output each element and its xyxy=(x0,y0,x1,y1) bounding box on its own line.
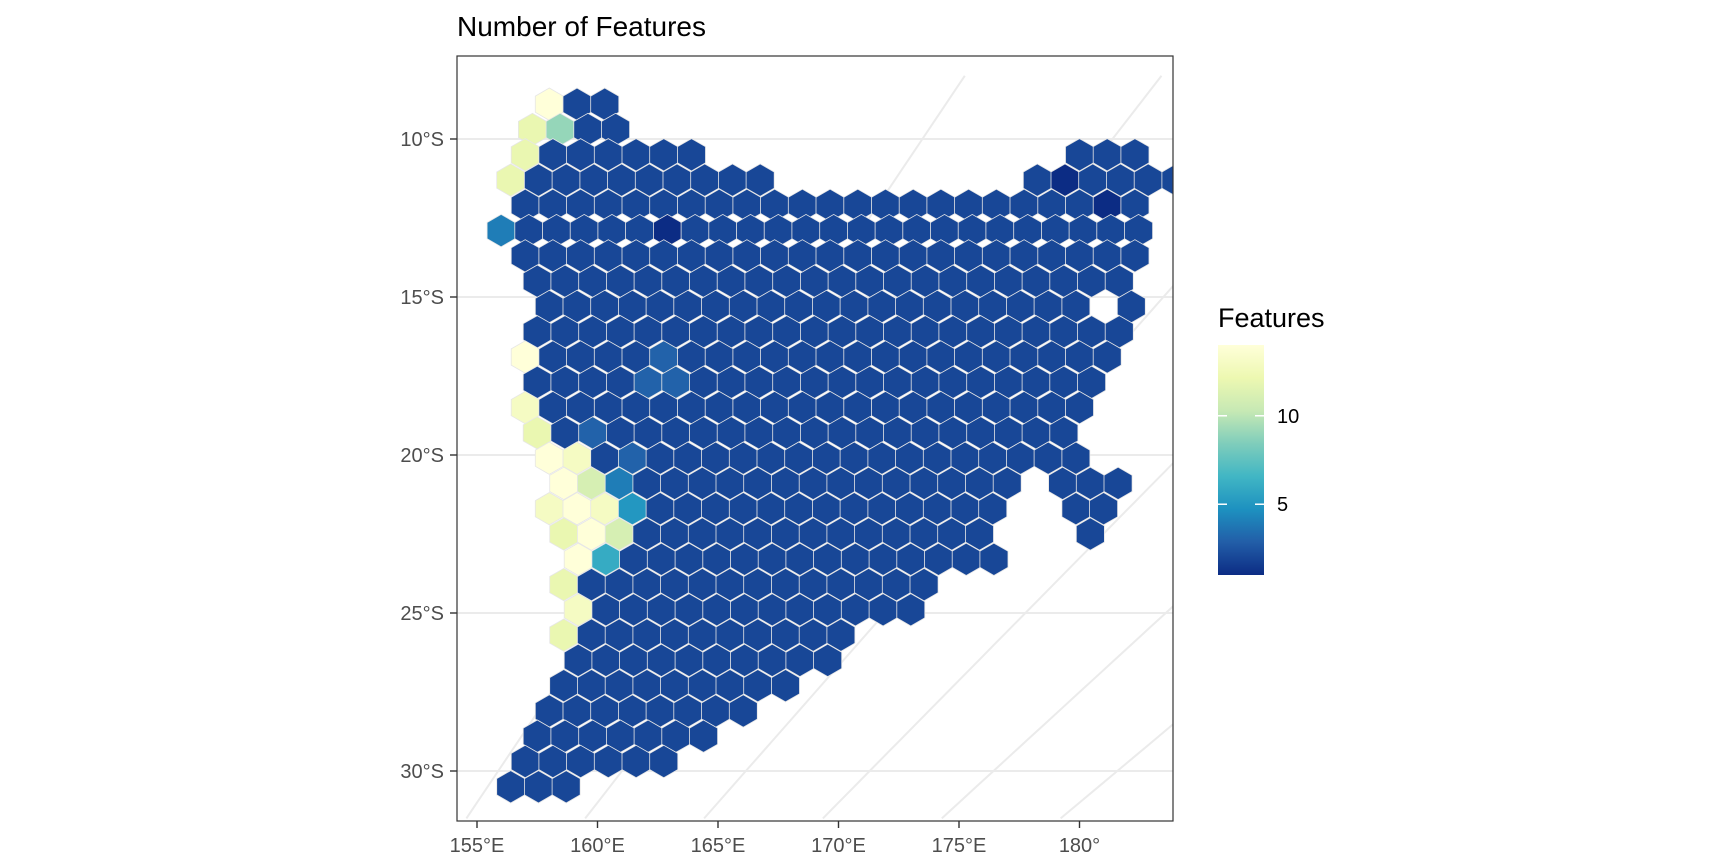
hex-cell xyxy=(965,517,994,551)
hex-cell xyxy=(1103,466,1133,501)
hex-cell xyxy=(728,694,758,728)
meridian-gridline xyxy=(941,605,1173,820)
y-tick-label: 15°S xyxy=(400,287,444,309)
hex-cell xyxy=(1161,165,1173,196)
y-tick-label: 30°S xyxy=(400,761,444,783)
hex-cell xyxy=(649,744,679,779)
y-tick-label: 25°S xyxy=(400,603,444,625)
hex-cell xyxy=(896,593,926,627)
y-tick-label: 20°S xyxy=(400,445,444,467)
hex-cell xyxy=(1120,138,1150,172)
hex-cell xyxy=(909,567,939,602)
hex-cell xyxy=(1065,390,1094,425)
hex-cell xyxy=(551,770,581,804)
legend-break-label: 10 xyxy=(1277,406,1299,428)
chart-title: Number of Features xyxy=(457,11,706,42)
legend-ticks: 5 10 xyxy=(1218,406,1299,516)
x-tick-label: 180° xyxy=(1059,835,1100,857)
y-axis: 10°S 15°S 20°S 25°S 30°S xyxy=(400,129,457,783)
x-tick-label: 170°E xyxy=(811,835,866,857)
x-tick-label: 155°E xyxy=(450,835,505,857)
x-axis: 155°E 160°E 165°E 170°E 175°E 180° xyxy=(450,821,1100,857)
hex-cell xyxy=(1120,239,1150,273)
hex-cell xyxy=(1089,492,1118,526)
hex-cell xyxy=(992,466,1022,501)
hex-cell xyxy=(745,163,775,197)
meridian-gridline xyxy=(703,284,1173,820)
y-tick-label: 10°S xyxy=(400,129,444,151)
hex-cell xyxy=(677,138,706,172)
hexbin-layer xyxy=(486,87,1173,804)
meridian-gridline xyxy=(822,461,1173,820)
hex-cell xyxy=(979,542,1009,576)
plot-panel-border xyxy=(456,55,1174,822)
legend-title: Features xyxy=(1218,303,1325,333)
x-tick-label: 165°E xyxy=(691,835,746,857)
legend: Features 5 10 xyxy=(1218,303,1325,575)
hex-cell xyxy=(1092,340,1122,374)
hex-cell xyxy=(689,719,718,753)
x-tick-label: 160°E xyxy=(570,835,625,857)
legend-break-label: 5 xyxy=(1277,494,1288,516)
hex-cell xyxy=(813,643,843,678)
hex-cell xyxy=(826,618,856,652)
hex-cell xyxy=(771,669,800,703)
hex-cell xyxy=(1075,517,1105,551)
legend-colorbar xyxy=(1218,345,1264,575)
x-tick-label: 175°E xyxy=(932,835,987,857)
hex-cell xyxy=(978,492,1008,526)
